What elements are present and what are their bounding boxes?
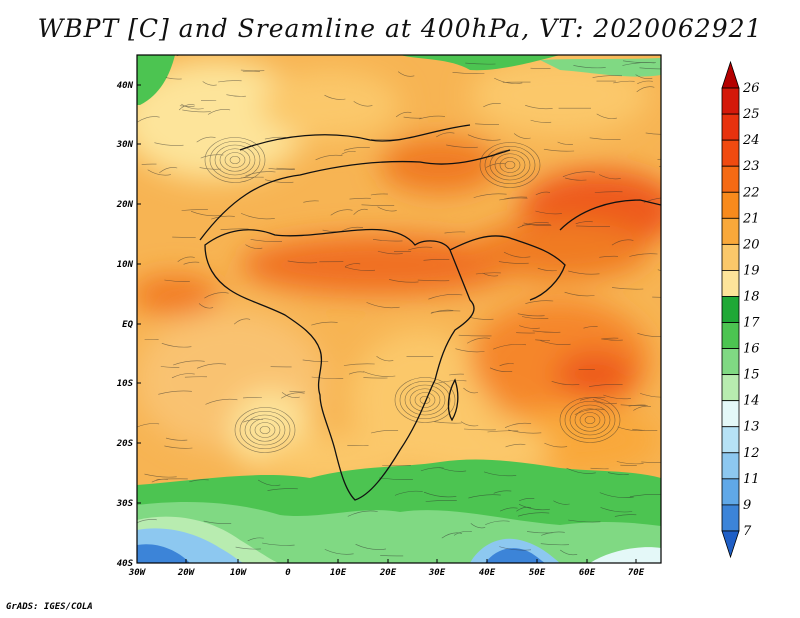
lon-label: 20W: [177, 568, 196, 578]
colorbar-segment: [721, 296, 740, 323]
colorbar-segment: [721, 191, 740, 219]
colorbar-label: 23: [742, 159, 760, 174]
colorbar-label: 13: [743, 420, 760, 435]
colorbar-segment: [721, 270, 740, 297]
colorbar-segment: [721, 530, 740, 559]
lat-label: 40S: [117, 559, 134, 569]
lon-label: 60E: [579, 568, 596, 578]
colorbar-segment: [721, 60, 740, 89]
colorbar-label: 15: [743, 368, 760, 383]
colorbar-label: 19: [743, 263, 760, 278]
colorbar-segment: [721, 478, 740, 506]
colorbar-segment: [721, 348, 740, 376]
colorbar-label: 12: [743, 446, 760, 461]
colorbar-segment: [721, 322, 740, 349]
colorbar-label: 24: [742, 133, 760, 148]
lat-label: 10S: [117, 379, 134, 389]
coastline: [199, 124, 661, 501]
colorbar: 26 25 24 23 22 21 20 19 18 17 16 15 14 13 12 11 9 7: [721, 60, 760, 559]
colorbar-label: 26: [742, 81, 760, 96]
colorbar-segment: [721, 165, 740, 193]
colorbar-segment: [721, 400, 740, 428]
lat-label: 10N: [117, 260, 134, 270]
lat-label: 40N: [117, 81, 134, 91]
colorbar-label: 14: [743, 394, 760, 409]
colorbar-label: 11: [743, 472, 760, 487]
colorbar-label: 9: [743, 498, 751, 513]
colorbar-label: 18: [743, 289, 760, 304]
colorbar-segment: [721, 374, 740, 402]
colorbar-segment: [721, 452, 740, 480]
colorbar-label: 7: [743, 524, 752, 539]
colorbar-segment: [721, 139, 740, 167]
colorbar-label: 22: [742, 185, 760, 200]
colorbar-label: 17: [743, 316, 760, 331]
lon-label: 20E: [379, 568, 397, 578]
lon-label: 50E: [529, 568, 546, 578]
colorbar-segment: [721, 426, 740, 454]
colorbar-label: 21: [742, 211, 760, 226]
wbpt-field: [137, 55, 661, 563]
colorbar-segment: [721, 113, 740, 141]
lon-label: 40E: [479, 568, 496, 578]
longitude-labels: 30W 20W 10W 0 10E 20E 30E 40E 50E 60E 70E: [128, 559, 645, 578]
lon-label: 30W: [128, 568, 147, 578]
lat-label: 20N: [116, 200, 134, 210]
colorbar-label: 16: [743, 342, 760, 357]
map-frame: [136, 54, 662, 564]
lat-label: 30S: [116, 499, 134, 509]
lat-label: 20S: [116, 439, 134, 449]
colorbar-segment: [721, 217, 740, 245]
colorbar-label: 25: [742, 107, 760, 122]
lon-label: 10W: [230, 568, 248, 578]
lat-label: EQ: [122, 320, 133, 330]
colorbar-segment: [721, 504, 740, 532]
grads-credit: GrADS: IGES/COLA: [6, 602, 93, 612]
latitude-labels: 40N 30N 20N 10N EQ 10S 20S 30S 40S: [116, 81, 141, 569]
lon-label: 70E: [628, 568, 645, 578]
lon-label: 0: [285, 568, 291, 578]
lon-label: 10E: [330, 568, 347, 578]
map-title: WBPT [C] and Sreamline at 400hPa, VT: 20…: [37, 14, 763, 43]
colorbar-segment: [721, 243, 740, 271]
lon-label: 30E: [428, 568, 446, 578]
colorbar-segment: [721, 87, 740, 115]
lat-label: 30N: [116, 140, 134, 150]
colorbar-label: 20: [742, 237, 760, 252]
